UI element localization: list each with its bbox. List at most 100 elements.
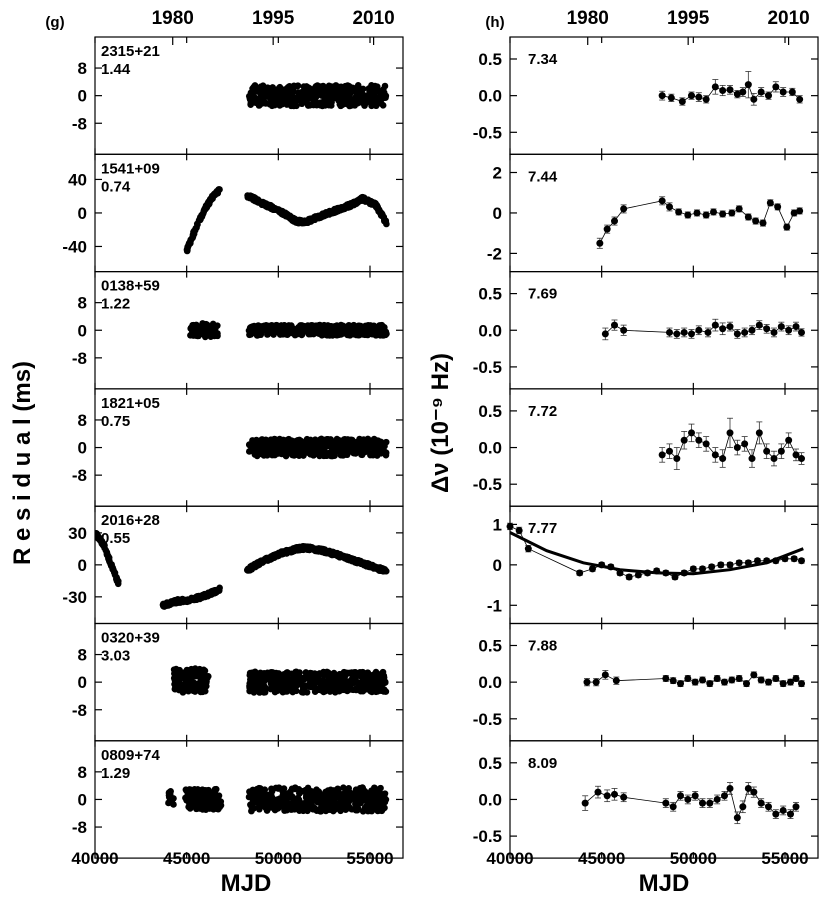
data-point	[748, 326, 756, 334]
residual-point	[208, 327, 216, 335]
residual-point	[280, 681, 288, 689]
residual-point	[284, 671, 292, 678]
residual-point	[294, 93, 302, 101]
residual-point	[311, 684, 318, 691]
data-point	[770, 328, 778, 336]
panel-left-1541+09: 40 0 -40 1541+090.74	[62, 153, 404, 273]
residual-point	[299, 99, 307, 106]
residual-point	[257, 785, 264, 792]
y-tick-label: -40	[62, 237, 87, 256]
panel-letter-g: (g)	[45, 14, 64, 31]
residual-point	[371, 789, 379, 797]
residual-point	[331, 789, 339, 796]
data-point	[781, 555, 789, 563]
data-point	[506, 522, 514, 530]
residual-point	[306, 671, 314, 679]
data-point	[680, 569, 688, 577]
data-point	[792, 803, 800, 811]
residual-point	[184, 243, 191, 251]
data-point	[785, 326, 793, 334]
y-tick-label: 0.5	[478, 50, 502, 69]
y-tick-label: 0	[78, 556, 87, 575]
y-tick-label: 0.0	[478, 439, 502, 458]
residual-point	[306, 680, 314, 688]
residual-point	[247, 192, 254, 200]
data-point	[798, 557, 805, 565]
y-tick-label: 0	[78, 321, 87, 340]
residual-point	[297, 674, 305, 682]
residual-point	[321, 799, 328, 807]
y-tick-label: 0.0	[478, 673, 502, 692]
residual-point	[325, 437, 332, 445]
residual-point	[192, 680, 200, 688]
residual-point	[290, 327, 298, 334]
residual-point	[210, 797, 217, 805]
residual-point	[332, 324, 340, 332]
panel-letter-h: (h)	[485, 14, 504, 31]
residual-point	[249, 791, 257, 799]
series-line	[605, 324, 802, 335]
residual-point	[101, 541, 108, 549]
data-point	[774, 203, 782, 211]
residual-point	[262, 802, 269, 810]
residual-point	[266, 437, 274, 444]
residual-point	[109, 566, 116, 573]
residual-point	[248, 682, 255, 689]
data-point	[677, 792, 684, 800]
residual-point	[361, 787, 369, 795]
residual-point	[279, 800, 286, 808]
data-point	[658, 451, 666, 459]
residual-point	[372, 200, 380, 208]
residual-point	[361, 98, 369, 106]
y-tick-label: -0.5	[473, 123, 502, 142]
top-year-label: 1980	[152, 8, 194, 29]
panel-right-8.09: 0.5 0.0 -0.5 8.09	[473, 740, 819, 859]
top-year-label: 1995	[252, 8, 295, 29]
residual-point	[346, 102, 353, 110]
data-point	[699, 799, 706, 807]
top-year-label: 2010	[352, 8, 394, 29]
residual-point	[206, 197, 214, 205]
residual-point	[298, 788, 306, 795]
residual-point	[251, 560, 258, 568]
data-point	[744, 213, 752, 221]
y-tick-label: 0.5	[478, 402, 502, 421]
y-tick-label: 30	[68, 524, 87, 543]
residual-point	[262, 685, 270, 692]
residual-point	[350, 449, 357, 457]
data-point	[735, 205, 743, 213]
residual-point	[281, 789, 288, 797]
data-point	[603, 792, 611, 800]
y-tick-label: 8	[78, 646, 87, 665]
data-point	[739, 803, 747, 811]
residual-point	[282, 549, 289, 556]
data-point	[669, 677, 677, 685]
residual-points	[95, 529, 390, 610]
residual-point	[324, 806, 331, 813]
residual-point	[282, 442, 289, 450]
data-point	[706, 680, 714, 688]
data-point	[757, 676, 765, 684]
data-point	[783, 223, 791, 231]
residual-point	[202, 806, 210, 813]
data-point	[708, 563, 716, 571]
data-point	[743, 680, 750, 688]
residual-point	[216, 584, 223, 592]
right-x-axis-title: MJD	[639, 870, 690, 897]
residual-point	[317, 806, 325, 814]
panel-right-7.34: 0.5 0.0 -0.5 7.34	[473, 36, 819, 155]
data-point	[611, 790, 618, 798]
residual-point	[353, 801, 361, 808]
residual-point	[276, 102, 284, 109]
data-point	[779, 88, 787, 96]
residual-point	[328, 549, 335, 557]
data-point	[598, 561, 606, 569]
residual-point	[268, 794, 276, 801]
residual-point	[254, 443, 261, 450]
residual-point	[166, 797, 174, 805]
residual-point	[201, 687, 209, 695]
y-tick-label: 0	[78, 204, 87, 223]
residual-point	[332, 439, 339, 446]
data-point	[765, 803, 772, 811]
residual-point	[358, 451, 366, 459]
